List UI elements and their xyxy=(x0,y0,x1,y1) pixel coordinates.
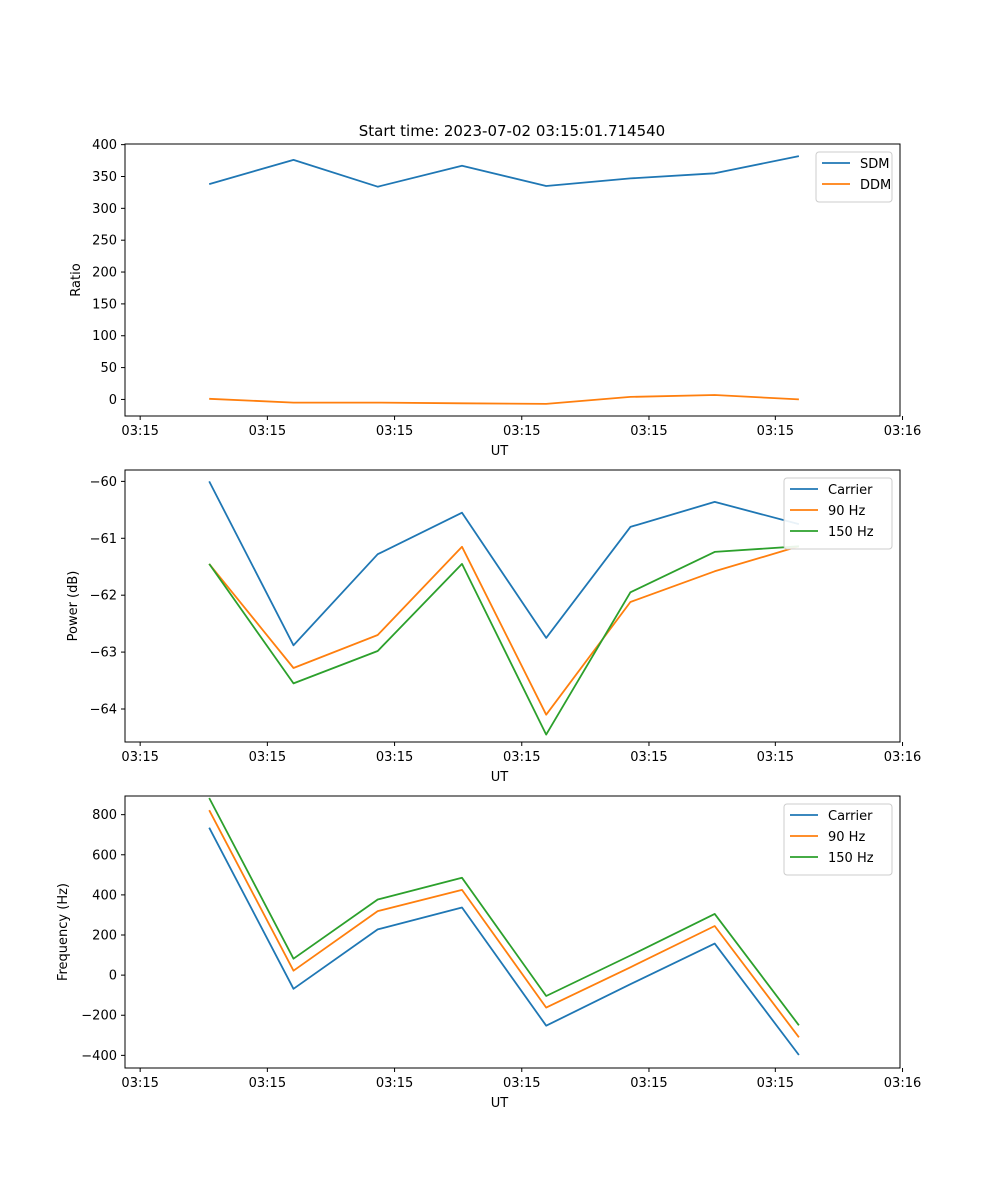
chart-panel-3: 03:15 03:15 03:15 03:15 03:15 03:15 03:16 −400 −… xyxy=(56,795,921,1111)
x-tick-label: 03:15 xyxy=(376,750,413,765)
y-tick-label: 150 xyxy=(92,297,117,312)
legend: Carrier 90 Hz 150 Hz xyxy=(783,803,893,876)
legend-label-sdm: SDM xyxy=(860,157,889,172)
series-line-150-hz xyxy=(208,797,800,1026)
legend-label-90-hz: 90 Hz xyxy=(828,504,865,519)
series-line-sdm xyxy=(208,155,800,188)
y-tick-label: 0 xyxy=(109,969,117,984)
legend-label-carrier: Carrier xyxy=(828,809,873,824)
series-line-90-hz xyxy=(208,809,800,1038)
y-tick-label: −200 xyxy=(81,1009,117,1024)
x-tick-label: 03:15 xyxy=(503,424,540,439)
x-tick-label: 03:15 xyxy=(630,750,667,765)
series-line-150-hz xyxy=(208,545,799,736)
x-tick-label: 03:15 xyxy=(503,1076,540,1091)
y-tick-label: −63 xyxy=(90,646,117,661)
y-tick-label: 200 xyxy=(92,266,117,281)
legend: SDM DDM xyxy=(815,151,893,203)
legend: Carrier 90 Hz 150 Hz xyxy=(783,477,893,550)
series-line-90-hz xyxy=(208,545,800,716)
y-axis-label: Ratio xyxy=(69,263,84,296)
axes-frame xyxy=(124,469,901,743)
x-tick-label: 03:15 xyxy=(376,1076,413,1091)
x-tick-label: 03:15 xyxy=(121,1076,158,1091)
y-tick-label: 100 xyxy=(92,329,117,344)
y-tick-label: 400 xyxy=(92,138,117,153)
x-tick-label: 03:15 xyxy=(757,1076,794,1091)
y-tick-label: −62 xyxy=(90,589,117,604)
axes-frame xyxy=(124,795,901,1069)
x-tick-label: 03:15 xyxy=(249,424,286,439)
y-axis-label: Frequency (Hz) xyxy=(56,883,71,981)
x-tick-label: 03:15 xyxy=(757,424,794,439)
legend-label-150-hz: 150 Hz xyxy=(828,525,874,540)
y-axis-label: Power (dB) xyxy=(66,571,81,642)
x-tick-label: 03:15 xyxy=(121,750,158,765)
series-line-ddm xyxy=(209,394,799,405)
y-tick-label: 250 xyxy=(92,234,117,249)
legend-label-carrier: Carrier xyxy=(828,483,873,498)
y-tick-label: −400 xyxy=(81,1049,117,1064)
x-tick-label: 03:15 xyxy=(376,424,413,439)
y-tick-label: −61 xyxy=(90,532,117,547)
charts-group: 03:15 03:15 03:15 03:15 03:15 03:15 03:16 0 50 10… xyxy=(56,138,921,1111)
legend-label-90-hz: 90 Hz xyxy=(828,830,865,845)
y-tick-label: 0 xyxy=(109,393,117,408)
y-tick-label: 200 xyxy=(92,929,117,944)
x-axis-label: UT xyxy=(491,444,509,459)
x-tick-label: 03:15 xyxy=(630,1076,667,1091)
y-tick-label: 50 xyxy=(100,361,117,376)
figure-title: Start time: 2023-07-02 03:15:01.714540 xyxy=(359,122,665,140)
x-tick-label: 03:16 xyxy=(884,750,921,765)
x-tick-label: 03:15 xyxy=(503,750,540,765)
y-tick-label: 300 xyxy=(92,202,117,217)
y-tick-label: 400 xyxy=(92,888,117,903)
x-tick-label: 03:15 xyxy=(249,750,286,765)
x-tick-label: 03:16 xyxy=(884,424,921,439)
series-line-carrier xyxy=(208,827,800,1056)
legend-box xyxy=(815,151,893,203)
x-tick-label: 03:15 xyxy=(630,424,667,439)
x-axis-label: UT xyxy=(491,1096,509,1111)
x-tick-label: 03:16 xyxy=(884,1076,921,1091)
x-tick-label: 03:15 xyxy=(121,424,158,439)
chart-panel-1: 03:15 03:15 03:15 03:15 03:15 03:15 03:16 0 50 10… xyxy=(69,138,921,459)
y-tick-label: 600 xyxy=(92,848,117,863)
x-tick-label: 03:15 xyxy=(249,1076,286,1091)
x-tick-label: 03:15 xyxy=(757,750,794,765)
y-tick-label: 800 xyxy=(92,808,117,823)
x-axis-label: UT xyxy=(491,770,509,785)
chart-panel-2: 03:15 03:15 03:15 03:15 03:15 03:15 03:16 −64 −6… xyxy=(66,469,921,785)
series-line-carrier xyxy=(208,480,800,647)
axes-frame xyxy=(124,143,901,417)
legend-label-ddm: DDM xyxy=(860,178,891,193)
y-tick-label: 350 xyxy=(92,170,117,185)
y-tick-label: −60 xyxy=(90,475,117,490)
y-tick-label: −64 xyxy=(90,702,117,717)
legend-label-150-hz: 150 Hz xyxy=(828,851,874,866)
